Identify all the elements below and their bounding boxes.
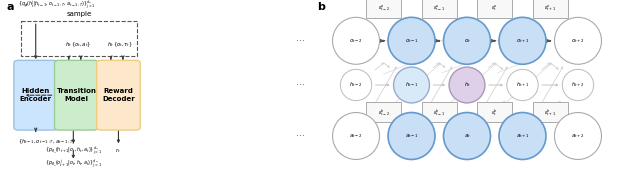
Text: $\epsilon^h_t$: $\epsilon^h_t$ xyxy=(492,107,498,118)
Text: $\epsilon^h_{t+1}$: $\epsilon^h_{t+1}$ xyxy=(544,107,556,118)
Ellipse shape xyxy=(507,69,538,101)
Text: $o_t$: $o_t$ xyxy=(463,37,470,45)
Text: ···: ··· xyxy=(296,36,305,46)
Text: Reward
Decoder: Reward Decoder xyxy=(102,88,135,102)
Text: a: a xyxy=(6,2,14,12)
Text: Transition
Model: Transition Model xyxy=(56,88,96,102)
Text: $o_{t+2}$: $o_{t+2}$ xyxy=(571,37,585,45)
Text: $\{q_\phi(h_t^j|h_{t-1}, o_{t-1:T}, a_{t-1:T})\}_{j=1}^{d_H}$: $\{q_\phi(h_t^j|h_{t-1}, o_{t-1:T}, a_{t… xyxy=(18,0,95,11)
Text: $\{o_t, a_t\}$: $\{o_t, a_t\}$ xyxy=(70,40,91,49)
Text: $h_{t-2}$: $h_{t-2}$ xyxy=(349,81,363,89)
FancyBboxPatch shape xyxy=(477,102,512,122)
Text: Hidden
Encoder: Hidden Encoder xyxy=(20,88,52,102)
Text: $\epsilon^o_{t+1}$: $\epsilon^o_{t+1}$ xyxy=(544,4,556,13)
FancyBboxPatch shape xyxy=(54,60,98,130)
Text: $h_t$: $h_t$ xyxy=(108,40,115,49)
Ellipse shape xyxy=(388,17,435,64)
Text: $h_{t+1}$: $h_{t+1}$ xyxy=(516,81,529,89)
Ellipse shape xyxy=(444,17,490,64)
Text: sample: sample xyxy=(67,11,92,17)
Text: $a_{t-2}$: $a_{t-2}$ xyxy=(349,132,363,140)
FancyBboxPatch shape xyxy=(533,102,568,122)
Ellipse shape xyxy=(554,113,602,159)
FancyBboxPatch shape xyxy=(477,0,512,18)
FancyBboxPatch shape xyxy=(422,0,456,18)
Text: $\{o_t, \tau_t\}$: $\{o_t, \tau_t\}$ xyxy=(113,40,133,49)
Ellipse shape xyxy=(499,113,546,159)
Text: ···: ··· xyxy=(296,80,305,90)
Text: $\epsilon^o_{t-1}$: $\epsilon^o_{t-1}$ xyxy=(433,4,445,13)
Ellipse shape xyxy=(388,113,435,159)
Text: $a_t$: $a_t$ xyxy=(463,132,470,140)
Text: $h_{t-1}$: $h_{t-1}$ xyxy=(405,81,418,89)
Ellipse shape xyxy=(554,17,602,64)
Ellipse shape xyxy=(394,67,429,103)
Text: b: b xyxy=(317,2,324,12)
Text: $h_t$: $h_t$ xyxy=(463,81,470,89)
Text: $o_{t+1}$: $o_{t+1}$ xyxy=(516,37,529,45)
Text: $o_{t-2}$: $o_{t-2}$ xyxy=(349,37,363,45)
Text: $r_t$: $r_t$ xyxy=(115,146,122,155)
FancyBboxPatch shape xyxy=(422,102,456,122)
Ellipse shape xyxy=(340,69,372,101)
Ellipse shape xyxy=(499,17,546,64)
Text: $a_{t+2}$: $a_{t+2}$ xyxy=(571,132,585,140)
Text: $h_{t+2}$: $h_{t+2}$ xyxy=(572,81,584,89)
Text: $\epsilon^h_{t-1}$: $\epsilon^h_{t-1}$ xyxy=(433,107,445,118)
Text: $\epsilon^o_t$: $\epsilon^o_t$ xyxy=(492,4,498,13)
Text: $h_t$: $h_t$ xyxy=(65,40,72,49)
Ellipse shape xyxy=(444,113,490,159)
Text: ···: ··· xyxy=(296,131,305,141)
Text: $\epsilon^h_{t-2}$: $\epsilon^h_{t-2}$ xyxy=(378,107,390,118)
FancyBboxPatch shape xyxy=(14,60,58,130)
FancyBboxPatch shape xyxy=(367,0,401,18)
FancyBboxPatch shape xyxy=(533,0,568,18)
Ellipse shape xyxy=(449,67,485,103)
Text: $\epsilon^o_{t-2}$: $\epsilon^o_{t-2}$ xyxy=(378,4,390,13)
Ellipse shape xyxy=(333,113,380,159)
FancyBboxPatch shape xyxy=(97,60,140,130)
FancyBboxPatch shape xyxy=(367,102,401,122)
Text: $\{p_{\theta_h}(h_{t+1}|o_t, h_t, a_t)\}_{j=1}^{d_H}$: $\{p_{\theta_h}(h_{t+1}|o_t, h_t, a_t)\}… xyxy=(45,144,102,157)
Ellipse shape xyxy=(333,17,380,64)
Text: $a_{t+1}$: $a_{t+1}$ xyxy=(516,132,529,140)
Text: $\{h_{t-1}, o_{t-1:T}, a_{t-1:T}\}$: $\{h_{t-1}, o_{t-1:T}, a_{t-1:T}\}$ xyxy=(18,137,76,146)
Text: $o_{t-1}$: $o_{t-1}$ xyxy=(404,37,419,45)
Text: $a_{t-1}$: $a_{t-1}$ xyxy=(404,132,419,140)
Text: $\{p_{\theta_o}(o_{t+1}^j|o_t, h_t, a_t)\}_{j=1}^{d_O}$: $\{p_{\theta_o}(o_{t+1}^j|o_t, h_t, a_t)… xyxy=(45,158,102,170)
Ellipse shape xyxy=(563,69,594,101)
